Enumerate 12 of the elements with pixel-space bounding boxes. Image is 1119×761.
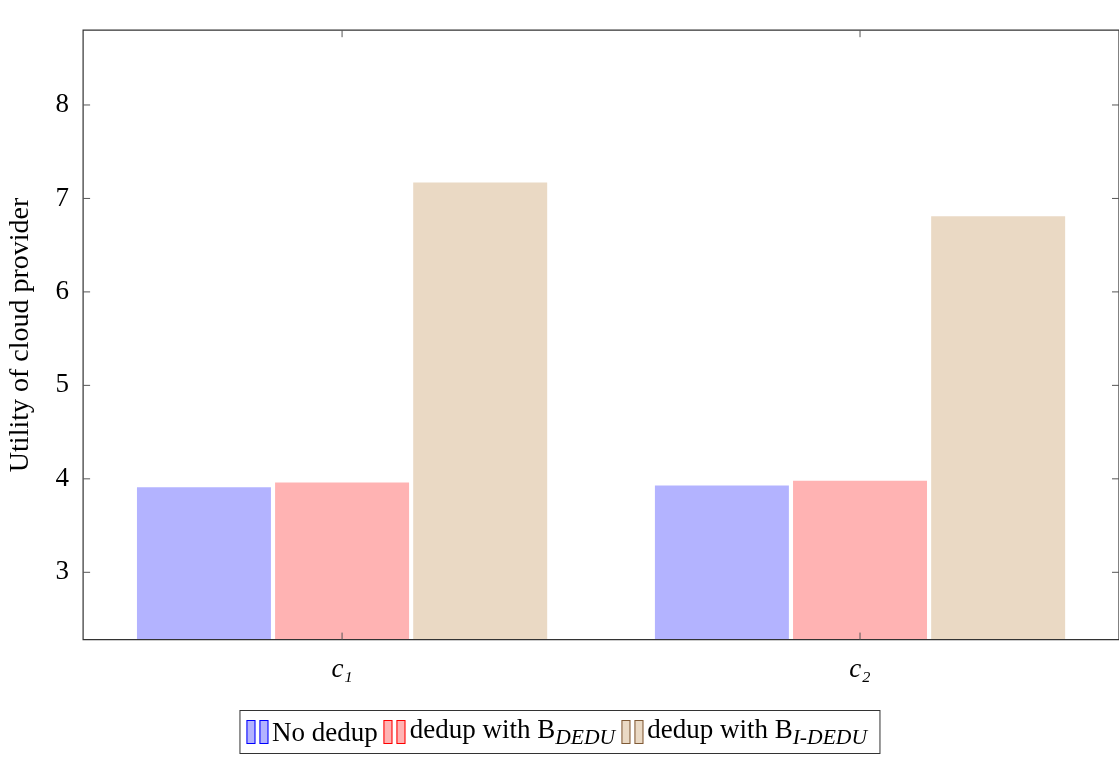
y-tick-label: 8 [55,88,70,119]
y-tick-label: 5 [55,368,70,399]
y-tick-label: 3 [55,555,70,586]
legend-label: No dedup [271,716,378,748]
y-tick-label: 4 [55,461,70,492]
y-axis-title: Utility of cloud provider [3,196,35,473]
x-tick-label: c₁ [331,652,353,683]
legend-label: dedup with B$_{I-DEDU}$ [647,714,868,751]
y-tick-label: 7 [55,181,70,212]
x-tick-label: c₂ [849,652,871,683]
legend-label: dedup with B$_{DEDU}$ [409,714,616,751]
y-tick-label: 6 [55,275,70,305]
